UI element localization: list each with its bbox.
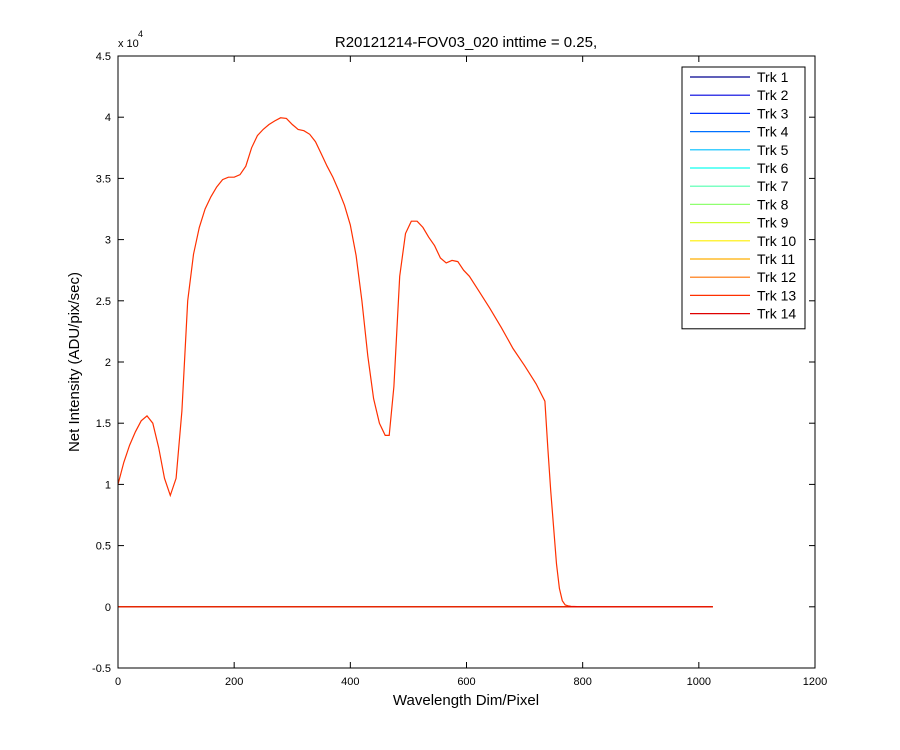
legend-label: Trk 11	[757, 251, 795, 267]
y-tick-label: 2	[105, 357, 111, 369]
x-tick-label: 1000	[687, 676, 711, 688]
x-tick-label: 800	[573, 676, 591, 688]
x-tick-label: 600	[457, 676, 475, 688]
legend-label: Trk 1	[757, 69, 789, 85]
x-axis-label: Wavelength Dim/Pixel	[393, 692, 539, 709]
axis-ticks: 0 200 400 600 800 1000 1200 -0.5 0 0.5 1 1.5 2 2.5 3 3.…	[92, 51, 827, 688]
y-tick-label: -0.5	[92, 663, 111, 675]
x-tick-label: 0	[115, 676, 121, 688]
chart-title: R20121214-FOV03_020 inttime = 0.25,	[335, 34, 597, 51]
plot-frame	[117, 55, 816, 669]
x-tick-label: 1200	[803, 676, 827, 688]
data-lines	[117, 117, 713, 608]
legend-label: Trk 14	[757, 306, 796, 322]
x-tick-label: 400	[341, 676, 359, 688]
series-line-trk-13	[117, 117, 713, 608]
legend-label: Trk 2	[757, 87, 789, 103]
y-tick-label: 4	[105, 112, 111, 124]
y-tick-label: 3	[105, 235, 111, 247]
legend-label: Trk 12	[757, 269, 796, 285]
y-tick-label: 1	[105, 479, 111, 491]
y-axis-label: Net Intensity (ADU/pix/sec)	[66, 272, 83, 452]
legend-label: Trk 6	[757, 160, 789, 176]
x-tick-label: 200	[225, 676, 243, 688]
legend-label: Trk 4	[757, 124, 789, 140]
legend-label: Trk 8	[757, 196, 789, 212]
legend-label: Trk 9	[757, 215, 789, 231]
legend-label: Trk 10	[757, 233, 796, 249]
y-tick-label: 3.5	[96, 173, 111, 185]
legend-box	[681, 66, 806, 330]
y-exponent-base: x 10	[118, 38, 139, 50]
y-exponent-power: 4	[138, 29, 143, 39]
y-tick-label: 0	[105, 602, 111, 614]
legend-label: Trk 13	[757, 287, 796, 303]
y-tick-label: 2.5	[96, 296, 111, 308]
legend-label: Trk 3	[757, 105, 789, 121]
legend: Trk 1 Trk 2 Trk 3 Trk 4 Trk 5 Trk 6 Trk 7 Trk 8…	[681, 66, 806, 330]
legend-label: Trk 7	[757, 178, 789, 194]
y-tick-label: 1.5	[96, 418, 111, 430]
y-tick-label: 0.5	[96, 541, 111, 553]
legend-label: Trk 5	[757, 142, 789, 158]
y-tick-label: 4.5	[96, 51, 111, 63]
